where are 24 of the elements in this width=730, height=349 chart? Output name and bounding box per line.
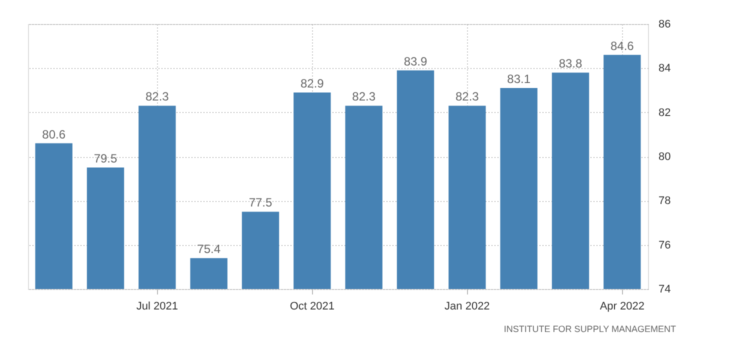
y-tick-label: 76 [658, 239, 671, 252]
data-label: 83.9 [404, 54, 428, 68]
x-tick-label: Oct 2021 [290, 300, 334, 312]
y-tick-label: 78 [658, 195, 671, 208]
data-label: 77.5 [248, 196, 272, 210]
data-label: 84.6 [610, 38, 634, 53]
data-label: 83.1 [507, 72, 531, 86]
data-label: 82.3 [352, 90, 376, 104]
data-label: 82.3 [455, 90, 480, 104]
data-label: 79.5 [94, 152, 118, 166]
x-tick-label: Apr 2022 [600, 300, 644, 312]
data-label: 75.4 [197, 242, 221, 256]
y-tick-label: 74 [658, 284, 671, 296]
y-tick-label: 80 [658, 151, 671, 163]
data-label: 82.3 [145, 90, 170, 104]
text: INSTITUTE FOR SUPPLY MANAGEMENT [504, 324, 676, 334]
y-tick-label: 82 [658, 106, 671, 119]
y-tick-label: 84 [658, 62, 671, 75]
data-label: 80.6 [42, 127, 66, 142]
data-label: 82.9 [300, 76, 324, 90]
x-tick-label: Jan 2022 [444, 300, 490, 312]
data-label: 83.8 [558, 56, 582, 71]
x-tick-label: Jul 2021 [136, 300, 178, 312]
y-tick-label: 86 [658, 18, 671, 30]
